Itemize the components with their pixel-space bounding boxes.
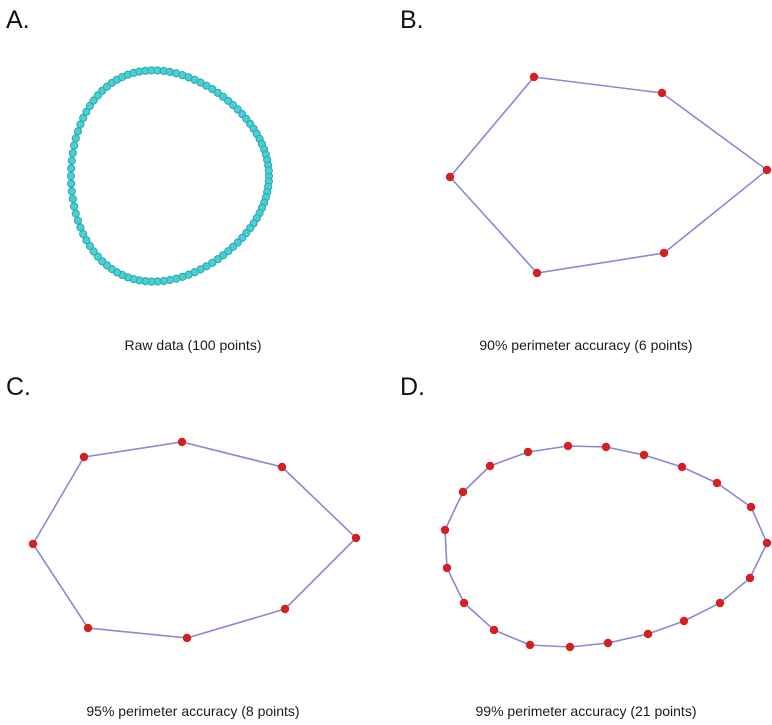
outline-vertex [445, 172, 455, 182]
outline-vertex [712, 478, 722, 488]
raw-data-point [68, 149, 77, 158]
outline-vertex [715, 598, 725, 608]
raw-data-point [67, 164, 76, 173]
raw-data-point [73, 216, 83, 225]
outline-vertex [601, 442, 611, 452]
raw-data-point [68, 194, 77, 203]
outline-vertex [529, 72, 539, 82]
outline-vertex [442, 563, 452, 573]
outline-vertex [83, 623, 93, 633]
raw-data-point [224, 247, 233, 256]
outline-vertex [277, 462, 287, 472]
raw-data-point [82, 236, 91, 245]
raw-data-point [208, 85, 217, 94]
outline-vertex [603, 638, 613, 648]
panel-a-raw-data [66, 66, 274, 286]
outline-vertex [280, 604, 290, 614]
raw-data-point [82, 107, 91, 116]
panel-d-caption: 99% perimeter accuracy (21 points) [475, 703, 697, 719]
raw-data-point [264, 166, 273, 175]
panel-c-simplified-outline [28, 437, 361, 643]
outline-vertex [762, 165, 772, 175]
raw-data-point [67, 156, 76, 165]
outline-vertex [643, 629, 653, 639]
panel-a-letter: A. [6, 6, 30, 34]
raw-data-point [85, 241, 95, 251]
outline-vertex [746, 502, 756, 512]
raw-data-point [67, 187, 76, 196]
raw-data-point [213, 255, 222, 264]
outline-vertex [459, 598, 469, 608]
outline-vertex [565, 642, 575, 652]
raw-data-point [73, 127, 83, 136]
outline-vertex [523, 447, 533, 457]
raw-data-point [71, 134, 80, 143]
outline-vertex [182, 633, 192, 643]
raw-data-point [66, 171, 76, 181]
raw-data-point [70, 141, 79, 150]
perimeter-outline [32, 441, 358, 639]
outline-vertex [677, 462, 687, 472]
outline-vertex [489, 625, 499, 635]
outline-vertex [563, 441, 573, 451]
raw-data-point [89, 247, 98, 256]
outline-vertex [745, 573, 755, 583]
raw-data-point [218, 92, 228, 101]
outline-vertex [177, 437, 187, 447]
outline-vertex [440, 525, 450, 535]
raw-data-point [76, 223, 85, 232]
panel-c-caption: 95% perimeter accuracy (8 points) [86, 703, 300, 719]
panel-a-caption: Raw data (100 points) [124, 337, 262, 353]
outline-vertex [525, 640, 535, 650]
perimeter-outline [444, 445, 768, 648]
panel-d-letter: D. [400, 373, 425, 401]
outline-vertex [485, 461, 495, 471]
outline-vertex [458, 487, 468, 497]
perimeter-outline [448, 76, 769, 274]
outline-vertex [28, 539, 38, 549]
outline-vertex [79, 452, 89, 462]
raw-data-point [67, 179, 76, 188]
outline-vertex [679, 616, 689, 626]
outline-vertex [657, 88, 667, 98]
raw-data-point [70, 202, 79, 211]
raw-data-point [71, 209, 80, 218]
panel-c-letter: C. [6, 373, 31, 401]
outline-vertex [532, 268, 542, 278]
panel-b-caption: 90% perimeter accuracy (6 points) [479, 337, 693, 353]
raw-data-point [79, 113, 88, 123]
outline-vertex [659, 248, 669, 258]
raw-data-point [85, 101, 95, 111]
panel-b-letter: B. [400, 6, 424, 34]
outline-vertex [639, 450, 649, 460]
panel-d-simplified-outline [440, 441, 772, 652]
outline-vertex [351, 533, 361, 543]
outline-vertex [762, 538, 772, 548]
panel-b-simplified-outline [445, 72, 772, 278]
